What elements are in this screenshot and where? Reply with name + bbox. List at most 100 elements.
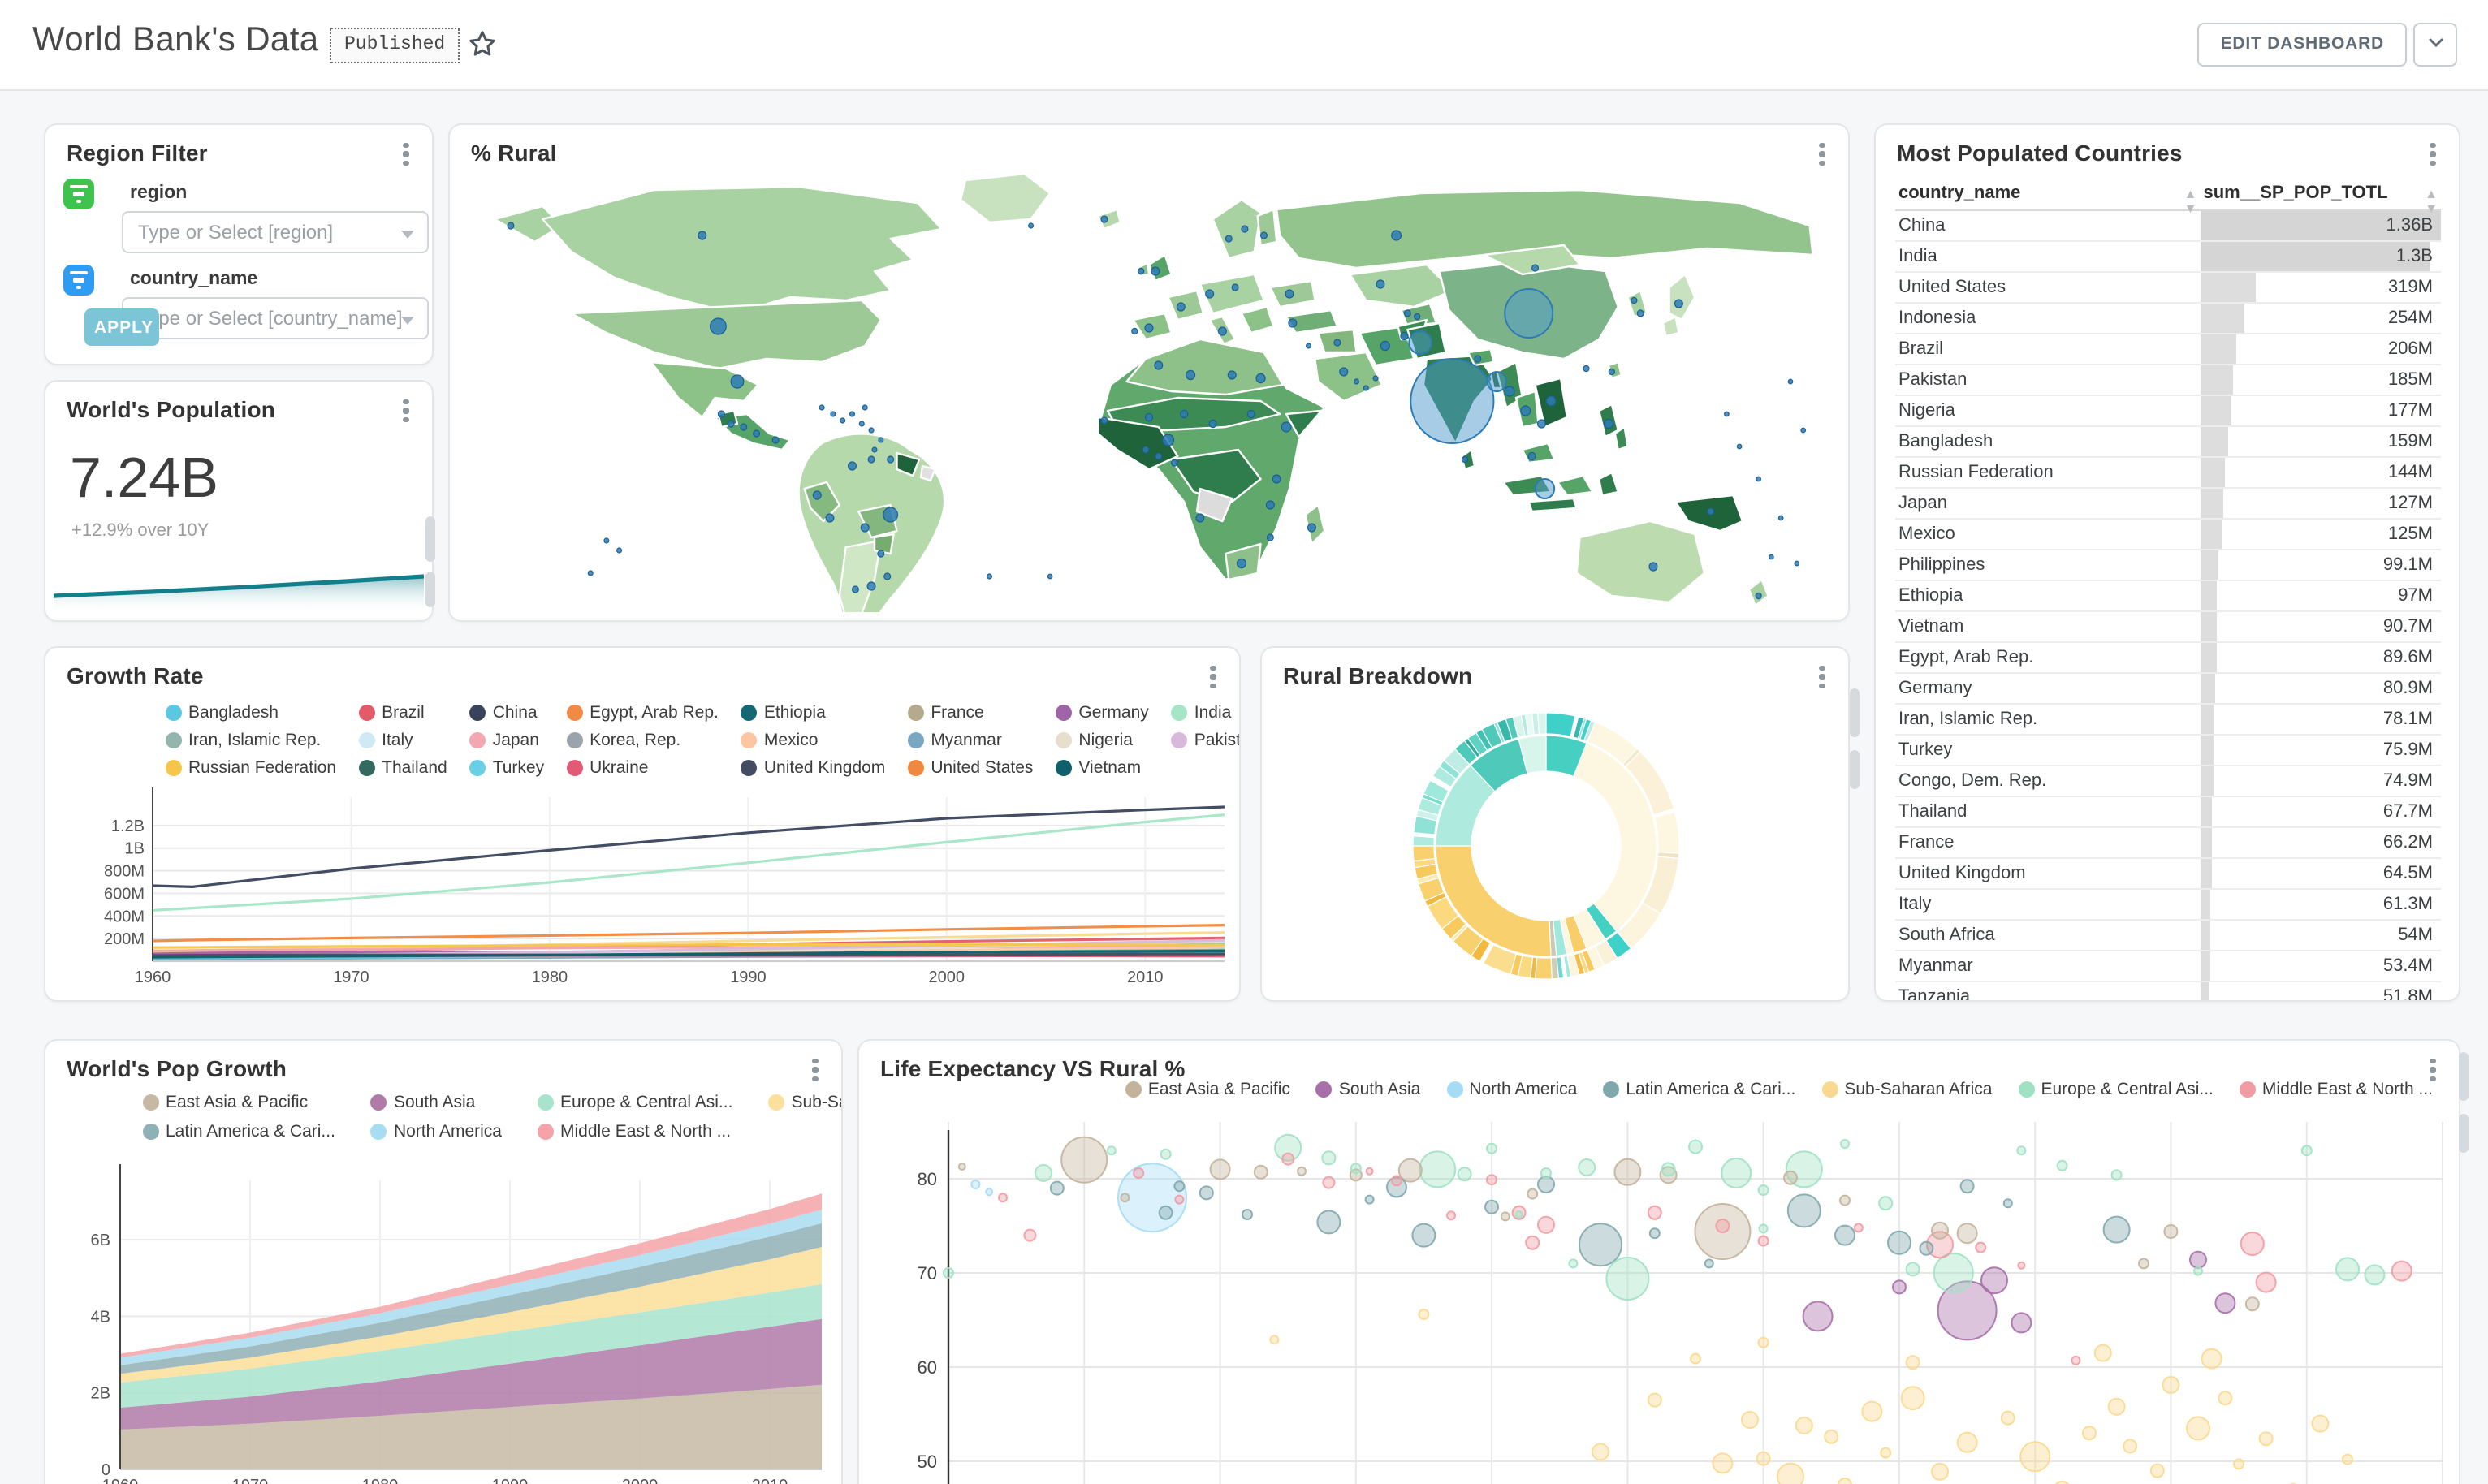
table-row: France 66.2M — [1895, 827, 2441, 859]
legend-item[interactable]: Ukraine — [567, 758, 719, 778]
region-select[interactable]: Type or Select [region] — [122, 211, 429, 253]
legend-item[interactable]: Mexico — [741, 731, 885, 750]
card-title: % Rural — [471, 140, 557, 166]
country-cell: Turkey — [1895, 735, 2201, 766]
legend-item[interactable]: Nigeria — [1056, 731, 1148, 750]
legend-item[interactable]: Ethiopia — [741, 703, 885, 723]
value-cell: 1.36B — [2200, 210, 2441, 242]
legend-item[interactable]: Middle East & North ... — [2239, 1080, 2433, 1099]
table-row: Turkey 75.9M — [1895, 735, 2441, 766]
legend-item[interactable]: North America — [1446, 1080, 1577, 1099]
kebab-menu-icon[interactable] — [802, 1055, 828, 1085]
legend-item[interactable]: Europe & Central Asi... — [2018, 1080, 2214, 1099]
legend-label: Korea, Rep. — [590, 731, 681, 750]
legend-item[interactable]: Myanmar — [908, 731, 1033, 750]
legend-item[interactable]: Bangladesh — [166, 703, 336, 723]
legend-label: India — [1194, 703, 1232, 723]
value-cell: 74.9M — [2200, 766, 2441, 797]
filter-icon — [63, 179, 94, 209]
legend-item[interactable]: Japan — [469, 731, 544, 750]
legend-item[interactable]: United States — [908, 758, 1033, 778]
legend-item[interactable]: United Kingdom — [741, 758, 885, 778]
legend-item[interactable]: South Asia — [1315, 1080, 1420, 1099]
legend-item[interactable]: Egypt, Arab Rep. — [567, 703, 719, 723]
legend-label: Turkey — [492, 758, 545, 778]
table-row: Italy 61.3M — [1895, 889, 2441, 921]
svg-text:2010: 2010 — [1127, 968, 1164, 986]
legend-label: Europe & Central Asi... — [2041, 1080, 2214, 1099]
legend-item[interactable]: South Asia — [370, 1093, 502, 1112]
legend-item[interactable]: Korea, Rep. — [567, 731, 719, 750]
column-header-country[interactable]: country_name ▲ ▼ — [1895, 177, 2201, 216]
legend-item[interactable]: Europe & Central Asi... — [538, 1093, 732, 1112]
country-cell: France — [1895, 827, 2201, 859]
kebab-menu-icon[interactable] — [1809, 662, 1835, 692]
legend-dot-icon — [908, 760, 925, 776]
scrollbar-thumb[interactable] — [1850, 750, 1860, 789]
country-name-select[interactable]: Type or Select [country_name] — [122, 297, 429, 339]
svg-text:2000: 2000 — [929, 968, 965, 986]
legend-item[interactable]: Latin America & Cari... — [1603, 1080, 1795, 1099]
legend-item[interactable]: East Asia & Pacific — [1125, 1080, 1290, 1099]
legend-item[interactable]: France — [908, 703, 1033, 723]
kebab-menu-icon[interactable] — [2420, 140, 2446, 169]
scrollbar-thumb[interactable] — [425, 516, 435, 562]
kebab-menu-icon[interactable] — [1809, 140, 1835, 169]
legend-dot-icon — [1056, 705, 1073, 721]
scrollbar-thumb[interactable] — [2459, 1052, 2469, 1101]
kebab-menu-icon[interactable] — [393, 396, 419, 425]
legend-label: Middle East & North ... — [560, 1122, 732, 1141]
table-row: Congo, Dem. Rep. 74.9M — [1895, 766, 2441, 797]
scrollbar-thumb[interactable] — [1850, 688, 1860, 737]
country-cell: Philippines — [1895, 550, 2201, 581]
svg-text:2000: 2000 — [622, 1477, 659, 1484]
scrollbar-thumb[interactable] — [2459, 1114, 2469, 1153]
legend-item[interactable]: Germany — [1056, 703, 1149, 723]
table-row: Pakistan 185M — [1895, 365, 2441, 396]
table-row: Germany 80.9M — [1895, 673, 2441, 705]
edit-dashboard-button[interactable]: EDIT DASHBOARD — [2197, 23, 2407, 67]
svg-text:2010: 2010 — [752, 1477, 788, 1484]
legend-item[interactable]: East Asia & Pacific — [143, 1093, 335, 1112]
status-badge[interactable]: Published — [330, 28, 460, 63]
world-choropleth-map[interactable] — [463, 170, 1835, 612]
kebab-menu-icon[interactable] — [393, 140, 419, 169]
kebab-menu-icon[interactable] — [1200, 662, 1226, 692]
table-row: United States 319M — [1895, 272, 2441, 304]
legend-item[interactable]: Latin America & Cari... — [143, 1122, 335, 1141]
legend-item[interactable]: Brazil — [359, 703, 447, 723]
svg-text:2B: 2B — [91, 1385, 110, 1403]
country-cell: Japan — [1895, 488, 2201, 520]
rural-breakdown-sunburst[interactable] — [1262, 648, 1848, 1000]
legend-item[interactable]: North America — [370, 1122, 502, 1141]
apply-button[interactable]: APPLY — [84, 308, 159, 346]
legend-item[interactable]: Vietnam — [1056, 758, 1148, 778]
legend-dot-icon — [567, 705, 584, 721]
legend-item[interactable]: Iran, Islamic Rep. — [166, 731, 336, 750]
legend-item[interactable]: Sub-Saharan Africa — [1821, 1080, 1992, 1099]
legend-item[interactable]: Thailand — [359, 758, 447, 778]
legend-item[interactable]: Sub-Saharan Africa — [768, 1093, 841, 1112]
legend-item[interactable]: India — [1171, 703, 1239, 723]
country-cell: Congo, Dem. Rep. — [1895, 766, 2201, 797]
kebab-menu-icon[interactable] — [2420, 1055, 2446, 1085]
legend-item[interactable]: Turkey — [469, 758, 545, 778]
legend-item[interactable]: Russian Federation — [166, 758, 336, 778]
favorite-star-icon[interactable] — [468, 29, 497, 58]
dashboard-menu-caret-button[interactable] — [2413, 23, 2457, 67]
legend-item[interactable]: Italy — [359, 731, 447, 750]
legend-label: Thailand — [382, 758, 447, 778]
column-header-sum-pop[interactable]: sum__SP_POP_TOTL ▲ ▼ — [2200, 177, 2441, 216]
rural-map-card: % Rural — [448, 123, 1850, 622]
legend-item[interactable]: Pakistan — [1171, 731, 1239, 750]
legend-label: United Kingdom — [763, 758, 886, 778]
value-cell: 75.9M — [2200, 735, 2441, 766]
legend-dot-icon — [370, 1094, 387, 1111]
country-cell: Vietnam — [1895, 611, 2201, 643]
svg-text:70: 70 — [918, 1263, 937, 1283]
scrollbar-thumb[interactable] — [425, 572, 435, 607]
value-cell: 80.9M — [2200, 673, 2441, 705]
legend-item[interactable]: Middle East & North ... — [538, 1122, 732, 1141]
svg-text:1970: 1970 — [333, 968, 369, 986]
legend-item[interactable]: China — [469, 703, 544, 723]
